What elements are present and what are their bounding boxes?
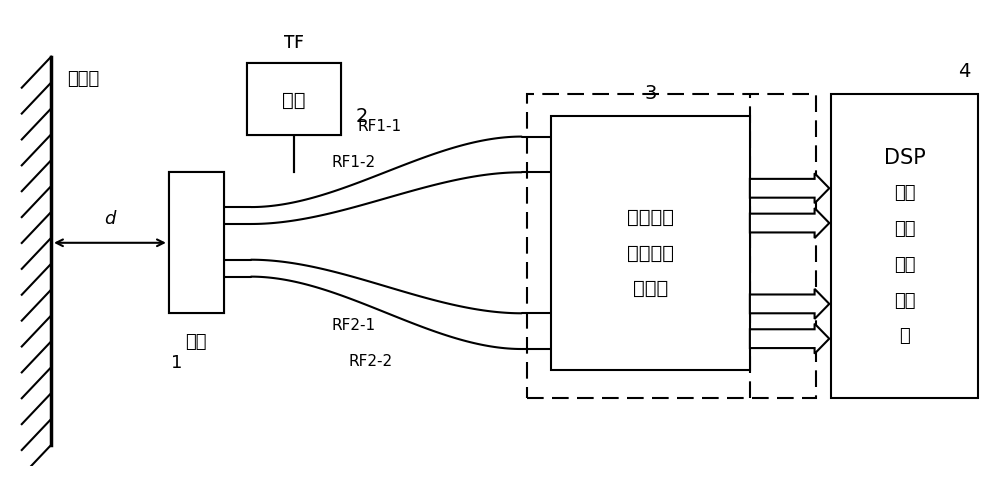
Text: 光源: 光源 bbox=[282, 90, 306, 109]
Text: 4: 4 bbox=[958, 62, 970, 81]
Bar bbox=[527, 95, 816, 398]
Bar bbox=[247, 64, 341, 135]
FancyArrow shape bbox=[750, 174, 829, 204]
Text: 块: 块 bbox=[899, 327, 910, 345]
Text: 探头: 探头 bbox=[185, 332, 207, 350]
Text: 处理: 处理 bbox=[894, 220, 915, 238]
Text: 和显: 和显 bbox=[894, 255, 915, 274]
Text: TF: TF bbox=[284, 34, 304, 52]
Text: 3: 3 bbox=[644, 84, 657, 103]
Text: 采集: 采集 bbox=[894, 184, 915, 202]
Text: 及滤波放: 及滤波放 bbox=[627, 243, 674, 262]
Bar bbox=[169, 173, 224, 313]
Bar bbox=[831, 95, 978, 398]
Text: 1: 1 bbox=[171, 353, 182, 371]
FancyArrow shape bbox=[750, 209, 829, 239]
Text: 大模块: 大模块 bbox=[633, 279, 668, 298]
Text: 2: 2 bbox=[356, 107, 368, 126]
Bar bbox=[551, 117, 750, 370]
Text: 反射面: 反射面 bbox=[67, 70, 99, 88]
Text: RF1-2: RF1-2 bbox=[331, 154, 376, 169]
Text: 示模: 示模 bbox=[894, 291, 915, 309]
FancyArrow shape bbox=[750, 324, 829, 354]
Bar bbox=[247, 64, 341, 135]
Text: RF2-1: RF2-1 bbox=[331, 317, 376, 332]
Text: d: d bbox=[104, 209, 116, 228]
Text: RF2-2: RF2-2 bbox=[348, 353, 392, 368]
Text: TF: TF bbox=[284, 34, 304, 52]
Text: 光电转换: 光电转换 bbox=[627, 207, 674, 227]
Bar bbox=[169, 173, 224, 313]
Text: 光源: 光源 bbox=[282, 90, 306, 109]
FancyArrow shape bbox=[750, 289, 829, 319]
Text: RF1-1: RF1-1 bbox=[358, 119, 402, 133]
Text: DSP: DSP bbox=[884, 147, 926, 168]
